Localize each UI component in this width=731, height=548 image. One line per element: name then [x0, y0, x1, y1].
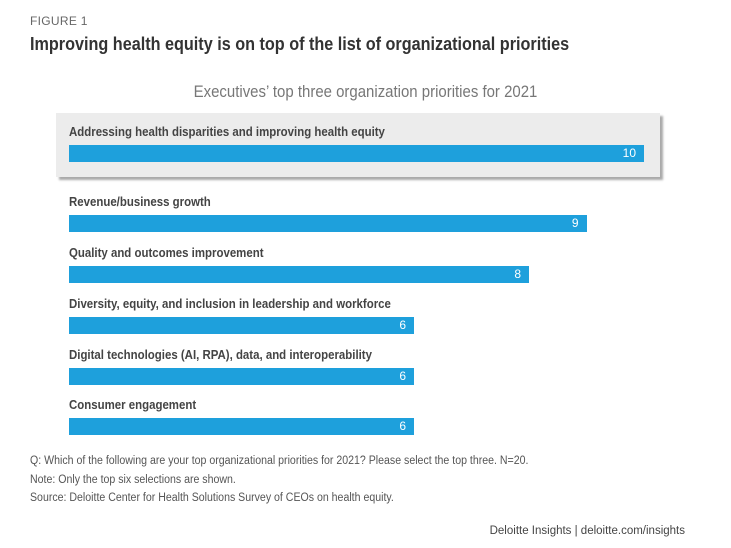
category-label: Revenue/business growth — [69, 194, 211, 209]
bar: 6 — [69, 418, 414, 435]
data-label: 6 — [399, 369, 406, 383]
bar: 6 — [69, 368, 414, 385]
category-label: Digital technologies (AI, RPA), data, an… — [69, 347, 372, 362]
category-label: Diversity, equity, and inclusion in lead… — [69, 296, 391, 311]
page-title: Improving health equity is on top of the… — [30, 34, 570, 54]
category-label: Quality and outcomes improvement — [69, 245, 264, 260]
credit: Deloitte Insights | deloitte.com/insight… — [489, 525, 685, 537]
data-label: 6 — [399, 419, 406, 433]
bar: 10 — [69, 145, 644, 162]
data-label: 8 — [514, 267, 521, 281]
bar: 8 — [69, 266, 529, 283]
data-label: 6 — [399, 318, 406, 332]
category-label: Consumer engagement — [69, 397, 197, 412]
note: Note: Only the top six selections are sh… — [30, 474, 236, 486]
bar: 6 — [69, 317, 414, 334]
data-label: 9 — [571, 216, 579, 230]
source-note: Source: Deloitte Center for Health Solut… — [30, 492, 394, 504]
data-label: 10 — [622, 146, 636, 160]
figure-label: FIGURE 1 — [30, 14, 88, 28]
question-note: Q: Which of the following are your top o… — [30, 455, 529, 467]
chart-title: Executives’ top three organization prior… — [193, 82, 538, 101]
bar: 9 — [69, 215, 587, 232]
category-label: Addressing health disparities and improv… — [69, 124, 385, 139]
